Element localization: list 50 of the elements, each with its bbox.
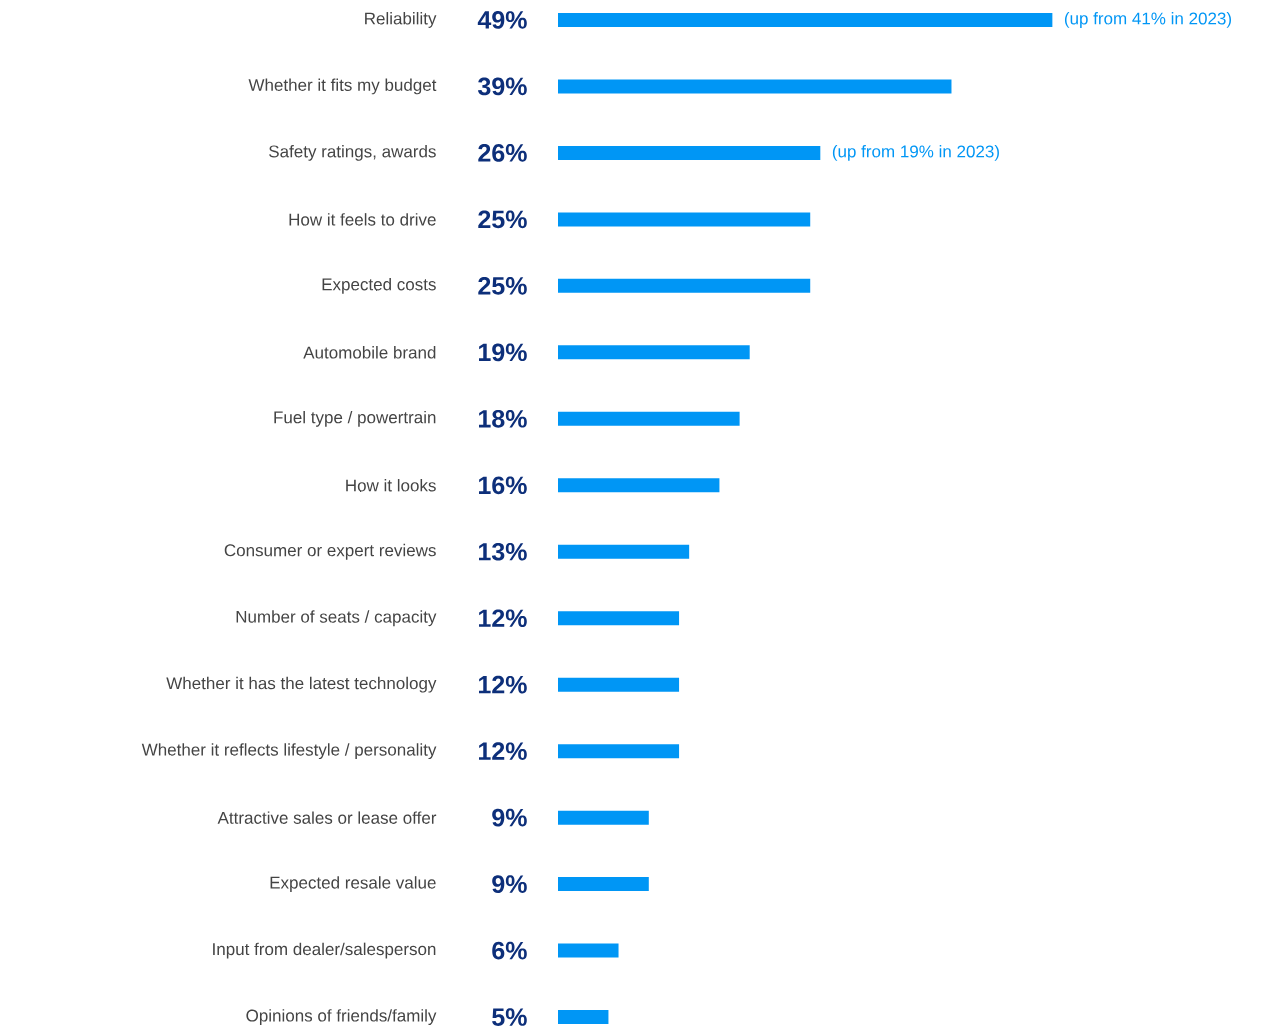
data-label: 18% — [479, 409, 527, 428]
data-label: 26% — [478, 144, 527, 162]
data-label: 9% — [492, 875, 527, 893]
data-label: 13% — [479, 542, 527, 561]
bar — [558, 12, 1053, 27]
y-tick-label: Whether it has the latest technology — [166, 676, 437, 693]
data-label: 19% — [479, 343, 527, 362]
bar — [558, 278, 811, 293]
bar — [558, 877, 649, 892]
bar — [558, 810, 649, 825]
data-label: 25% — [478, 210, 527, 229]
y-tick-label: How it looks — [346, 479, 436, 492]
y-tick-label: How it feels to drive — [289, 213, 436, 226]
y-tick-label: Safety ratings, awards — [269, 144, 436, 161]
bar — [558, 478, 720, 493]
data-label: 12% — [479, 675, 527, 694]
y-tick-label: Consumer or expert reviews — [224, 543, 436, 560]
y-tick-label: Expected costs — [322, 277, 436, 294]
bar — [558, 544, 690, 559]
data-label: 49% — [477, 11, 527, 29]
y-tick-label: Reliability — [365, 12, 437, 28]
y-tick-label: Fuel type / powertrain — [274, 410, 436, 427]
data-label: 9% — [492, 808, 527, 827]
data-label: 12% — [479, 742, 527, 760]
y-tick-label: Attractive sales or lease offer — [217, 811, 437, 824]
data-label: 6% — [492, 941, 527, 960]
data-label: 25% — [478, 277, 527, 295]
bar — [558, 943, 619, 958]
data-label: 39% — [478, 77, 527, 96]
annotation: (up from 41% in 2023) — [1064, 12, 1232, 28]
y-tick-label: Opinions of friends/family — [246, 1009, 437, 1025]
y-tick-label: Input from dealer/salesperson — [213, 942, 436, 959]
bar — [558, 611, 680, 626]
bar — [558, 1010, 609, 1025]
data-label: 12% — [479, 609, 527, 628]
bar — [558, 744, 680, 759]
y-tick-label: Whether it reflects lifestyle / personality — [141, 743, 437, 760]
annotation: (up from 19% in 2023) — [832, 144, 999, 161]
bar — [558, 345, 750, 360]
data-label: 16% — [479, 476, 527, 495]
data-label: 5% — [492, 1008, 527, 1026]
bar — [558, 411, 740, 426]
y-tick-label: Automobile brand — [303, 346, 436, 359]
bar — [558, 145, 821, 160]
y-tick-label: Expected resale value — [270, 876, 436, 893]
bar — [558, 79, 952, 94]
y-tick-label: Number of seats / capacity — [236, 610, 437, 627]
bar — [558, 677, 680, 692]
bar — [558, 212, 811, 227]
y-tick-label: Whether it fits my budget — [248, 78, 437, 95]
